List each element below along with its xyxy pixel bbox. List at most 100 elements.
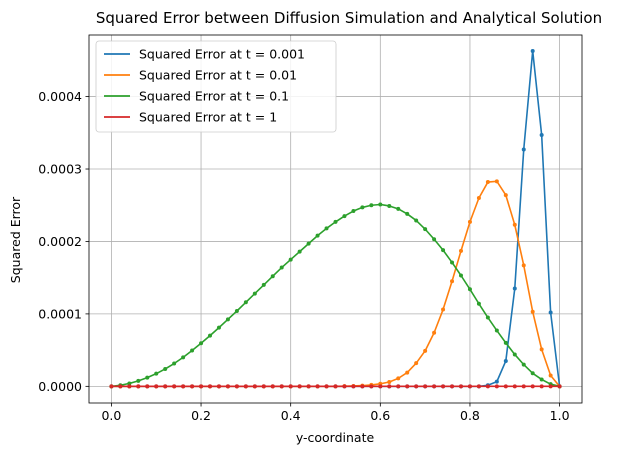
legend-box xyxy=(95,40,337,133)
axes-frame xyxy=(88,34,583,404)
data-point xyxy=(199,341,204,346)
data-point xyxy=(109,384,114,389)
legend: Squared Error at t = 0.001 Squared Error … xyxy=(95,40,337,133)
x-tick-label: 0.2 xyxy=(191,408,211,423)
data-point xyxy=(225,384,230,389)
data-point xyxy=(512,222,517,227)
series-group xyxy=(109,202,562,389)
data-point xyxy=(396,376,401,381)
data-point xyxy=(467,384,472,389)
data-point xyxy=(458,273,463,278)
data-point xyxy=(405,211,410,216)
data-point xyxy=(342,214,347,219)
data-point xyxy=(360,384,365,389)
data-point xyxy=(333,219,338,224)
data-point xyxy=(261,282,266,287)
data-point xyxy=(172,384,177,389)
data-point xyxy=(324,384,329,389)
data-point xyxy=(396,384,401,389)
data-point xyxy=(306,384,311,389)
data-point xyxy=(405,384,410,389)
data-point xyxy=(181,355,186,360)
data-point xyxy=(297,384,302,389)
data-point xyxy=(163,384,168,389)
data-point xyxy=(351,384,356,389)
data-point xyxy=(172,361,177,366)
data-point xyxy=(127,381,132,386)
data-point xyxy=(145,384,150,389)
series-group xyxy=(109,384,562,389)
data-point xyxy=(485,315,490,320)
data-point xyxy=(512,384,517,389)
data-point xyxy=(234,309,239,313)
data-point xyxy=(414,218,419,223)
data-point xyxy=(252,384,257,389)
data-point xyxy=(288,257,293,262)
data-point xyxy=(181,384,186,389)
data-point xyxy=(270,274,275,279)
data-point xyxy=(333,384,338,389)
data-point xyxy=(423,348,428,353)
data-point xyxy=(494,384,499,389)
data-point xyxy=(154,371,159,376)
data-point xyxy=(539,377,544,382)
data-point xyxy=(557,384,562,389)
series-group xyxy=(109,48,562,389)
data-point xyxy=(521,362,526,367)
data-point xyxy=(539,347,544,352)
x-tick-label: 0.8 xyxy=(460,408,480,423)
data-point xyxy=(216,325,221,330)
data-point xyxy=(458,248,463,253)
data-point xyxy=(270,384,275,389)
data-point xyxy=(190,384,195,389)
data-point xyxy=(530,384,535,389)
data-point xyxy=(548,384,553,389)
x-tick-label: 1.0 xyxy=(550,408,570,423)
data-point xyxy=(521,147,526,152)
data-point xyxy=(127,384,132,389)
data-point xyxy=(450,279,455,284)
data-point xyxy=(414,361,419,366)
chart-title: Squared Error between Diffusion Simulati… xyxy=(96,9,602,27)
data-point xyxy=(279,265,284,270)
data-point xyxy=(315,384,320,389)
data-point xyxy=(548,373,553,378)
data-point xyxy=(485,384,490,389)
data-point xyxy=(136,378,141,383)
data-point xyxy=(503,340,508,345)
data-point xyxy=(539,384,544,389)
data-point xyxy=(234,384,239,389)
data-point xyxy=(467,219,472,224)
y-tick-label: 0.0000 xyxy=(38,379,82,394)
data-point xyxy=(467,287,472,292)
data-point xyxy=(432,237,437,242)
data-point xyxy=(297,249,302,254)
legend-label: Squared Error at t = 1 xyxy=(139,110,277,125)
data-point xyxy=(450,260,455,265)
data-point xyxy=(441,384,446,389)
data-point xyxy=(387,203,392,208)
data-point xyxy=(252,291,257,296)
data-point xyxy=(163,366,168,371)
data-point xyxy=(494,179,499,184)
data-point xyxy=(145,375,150,380)
y-axis-label: Squared Error xyxy=(8,196,23,283)
data-point xyxy=(225,317,230,322)
data-point xyxy=(512,352,517,357)
data-point xyxy=(503,193,508,198)
data-point xyxy=(530,371,535,376)
data-point xyxy=(136,384,141,389)
data-point xyxy=(243,300,248,305)
y-tick-label: 0.0002 xyxy=(38,234,82,249)
data-point xyxy=(494,379,499,384)
data-point xyxy=(342,384,347,389)
data-point xyxy=(548,310,553,315)
data-point xyxy=(243,384,248,389)
data-point xyxy=(190,348,195,353)
data-point xyxy=(387,379,392,384)
data-point xyxy=(485,180,490,185)
data-point xyxy=(396,206,401,211)
data-point xyxy=(423,227,428,232)
data-point xyxy=(261,384,266,389)
